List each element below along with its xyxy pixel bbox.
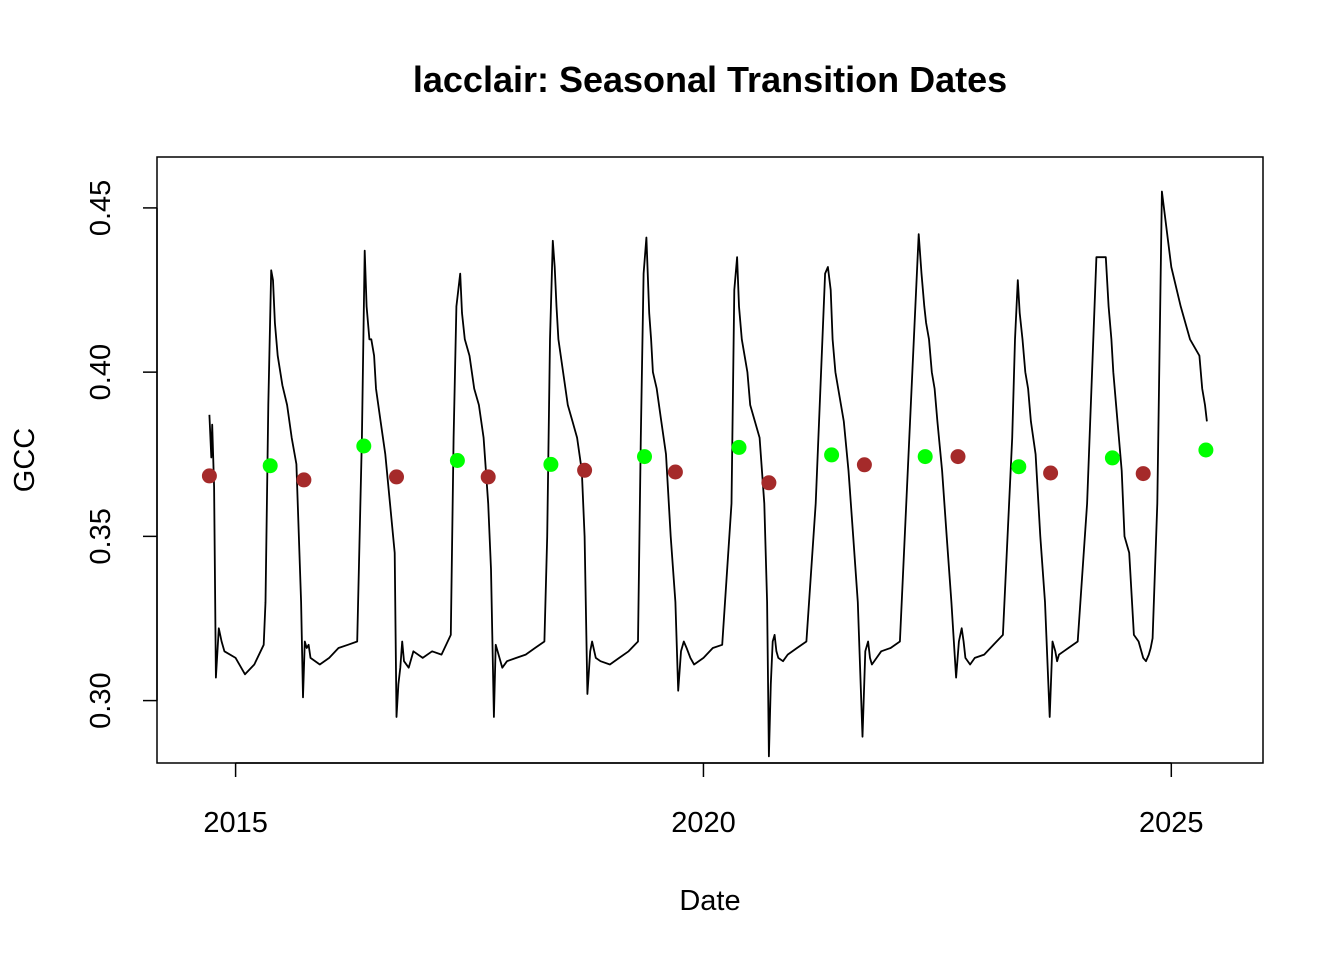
rising-transition-point: [731, 439, 747, 455]
rising-transition-point: [1198, 442, 1214, 458]
plot-frame: [156, 156, 1264, 764]
rising-transition-point: [917, 449, 933, 465]
y-tick-label: 0.35: [85, 508, 117, 564]
rising-transition-point: [637, 449, 652, 465]
y-axis: 0.30 0.35 0.40 0.45: [85, 180, 158, 729]
y-tick-label: 0.40: [85, 344, 117, 400]
gcc-series-line: [208, 190, 1208, 758]
x-tick-label: 2015: [203, 807, 268, 839]
rising-transition-point: [1011, 459, 1027, 475]
falling-transition-point: [1135, 466, 1151, 482]
falling-transition-point: [480, 469, 496, 485]
falling-transition-point: [577, 462, 593, 478]
falling-transition-point: [201, 468, 217, 484]
rising-transition-point: [356, 438, 372, 454]
y-tick-label: 0.30: [85, 672, 117, 728]
y-tick-label: 0.45: [85, 180, 117, 236]
x-axis-label: Date: [679, 885, 740, 917]
rising-transition-point: [262, 458, 278, 474]
y-axis-label: GCC: [9, 428, 41, 492]
rising-transition-point: [1104, 450, 1120, 466]
x-tick-label: 2020: [671, 807, 736, 839]
chart-title: lacclair: Seasonal Transition Dates: [413, 59, 1007, 100]
falling-transition-point: [761, 475, 777, 491]
falling-transition-point: [389, 469, 404, 485]
x-tick-label: 2025: [1139, 807, 1204, 839]
x-axis: 2015 2020 2025: [203, 762, 1204, 839]
falling-transition-point: [296, 472, 312, 488]
rising-transition-point: [824, 447, 840, 463]
rising-transition-point: [543, 456, 559, 472]
falling-transition-point: [856, 457, 872, 473]
falling-transition-point: [667, 464, 683, 480]
falling-transition-point: [950, 449, 966, 465]
falling-transition-point: [1043, 465, 1059, 481]
series-layer: [201, 190, 1214, 758]
rising-transition-point: [449, 453, 465, 468]
